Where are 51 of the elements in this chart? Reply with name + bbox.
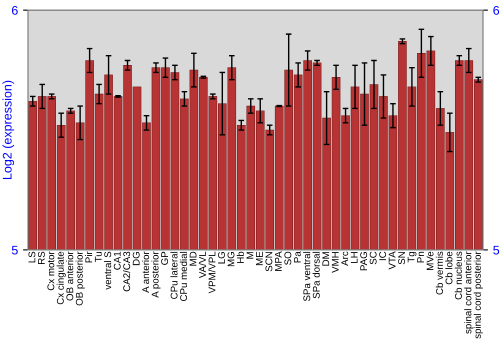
x-tick-label: Arc: [341, 252, 348, 266]
x-tick-label: SC: [370, 252, 377, 264]
x-tick-label: Pa: [294, 251, 301, 262]
x-tick-label: Pir: [85, 251, 92, 262]
x-tick-label: DM: [322, 252, 330, 266]
x-tick-label: Cb vermis: [436, 252, 443, 295]
x-tick-label: spinal cord anterior: [464, 251, 474, 334]
x-tick-label: ventral S: [104, 252, 112, 290]
x-tick-label: VMH: [332, 252, 339, 273]
x-tick-label: Cx cingulate: [56, 252, 66, 304]
x-tick-label: SCN: [265, 252, 272, 272]
x-tick-label: Pn: [417, 252, 424, 262]
x-tick-label: IC: [379, 252, 386, 260]
y2-tick-label: 6: [493, 6, 500, 15]
x-tick-label: A posterior: [151, 251, 160, 298]
x-tick-label: Cx motor: [47, 251, 54, 290]
x-tick-label: MPA: [275, 251, 282, 271]
x-tick-label: SPa ventral: [303, 252, 310, 302]
x-tick-label: VPM/VPL: [208, 252, 216, 294]
x-tick-label: Hb: [236, 252, 244, 263]
x-tick-label: GP: [161, 252, 168, 265]
x-tick-label: VA/VL: [198, 252, 206, 278]
x-tick-label: SN: [398, 252, 406, 264]
y-axis-title: Log2 (expression): [2, 80, 14, 180]
x-tick-label: SPa dorsal: [312, 252, 320, 298]
x-tick-label: VTA: [388, 251, 396, 270]
x-tick-label: Cb lobe: [445, 252, 452, 284]
x-tick-label: Cb nucleus: [454, 252, 462, 300]
x-tick-label: OB posterior: [76, 251, 85, 306]
x-tick-label: LG: [218, 252, 225, 264]
x-tick-label: LS: [28, 252, 36, 262]
x-tick-label: CA2/CA3: [123, 252, 130, 292]
x-tick-label: spinal cord posterior: [474, 251, 483, 339]
x-tick-label: SO: [284, 252, 292, 265]
x-tick-label: OB anterior: [66, 251, 74, 301]
x-tick-label: PAG: [360, 252, 368, 270]
x-tick-label: RS: [38, 252, 45, 264]
x-tick-label: LH: [350, 252, 358, 263]
x-tick-label: ME: [256, 252, 263, 266]
x-tick-label: A anterior: [142, 251, 150, 293]
x-tick-label: MVe: [426, 252, 434, 270]
x-tick-label: CPu lateral: [170, 252, 178, 299]
x-tick-label: DG: [132, 252, 140, 266]
x-tick-label: M: [246, 252, 254, 259]
x-tick-label: Tg: [408, 252, 416, 262]
x-tick-label: CA1: [114, 252, 121, 270]
x-tick-label: Tu: [94, 252, 102, 262]
x-tick-label: MG: [228, 252, 234, 266]
x-tick-label: CPu medial: [180, 252, 188, 302]
y2-tick-label: 5: [493, 246, 500, 255]
x-tick-label: MD: [190, 252, 196, 266]
